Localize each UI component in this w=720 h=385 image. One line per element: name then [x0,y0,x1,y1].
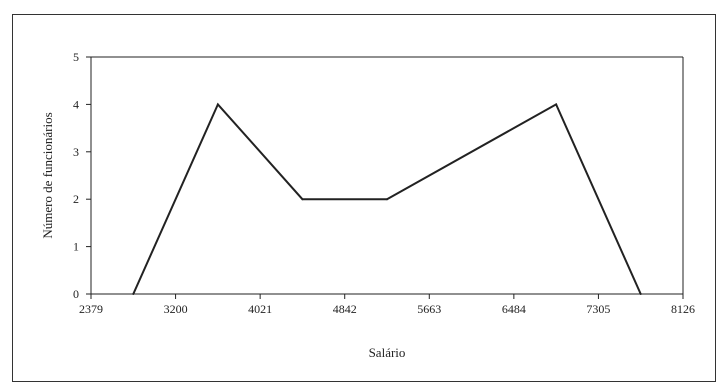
x-tick-label: 8126 [671,302,695,316]
data-point [132,293,135,295]
data-point [555,103,558,106]
x-tick-label: 6484 [502,302,526,316]
y-tick-label: 0 [73,287,79,301]
x-ticks: 2379 3200 4021 4842 5663 6484 7305 8126 [79,294,695,316]
x-tick-label: 2379 [79,302,103,316]
y-tick-label: 4 [73,97,79,111]
x-tick-label: 3200 [164,302,188,316]
x-tick-label: 7305 [586,302,610,316]
axes [90,56,684,295]
y-ticks: 0 1 2 3 4 5 [73,50,91,301]
x-tick-label: 4842 [333,302,357,316]
data-point [386,198,388,201]
x-axis-label: Salário [369,345,406,360]
y-tick-label: 3 [73,145,79,159]
series-group [132,102,642,295]
x-tick-label: 4021 [248,302,272,316]
data-point [639,293,642,295]
x-tick-label: 5663 [417,302,441,316]
series-line [132,102,642,295]
y-tick-label: 2 [73,192,79,206]
y-tick-label: 1 [73,240,79,254]
data-point [216,103,219,106]
y-tick-label: 5 [73,50,79,64]
data-point [301,198,304,201]
y-axis-label: Número de funcionários [40,112,55,238]
